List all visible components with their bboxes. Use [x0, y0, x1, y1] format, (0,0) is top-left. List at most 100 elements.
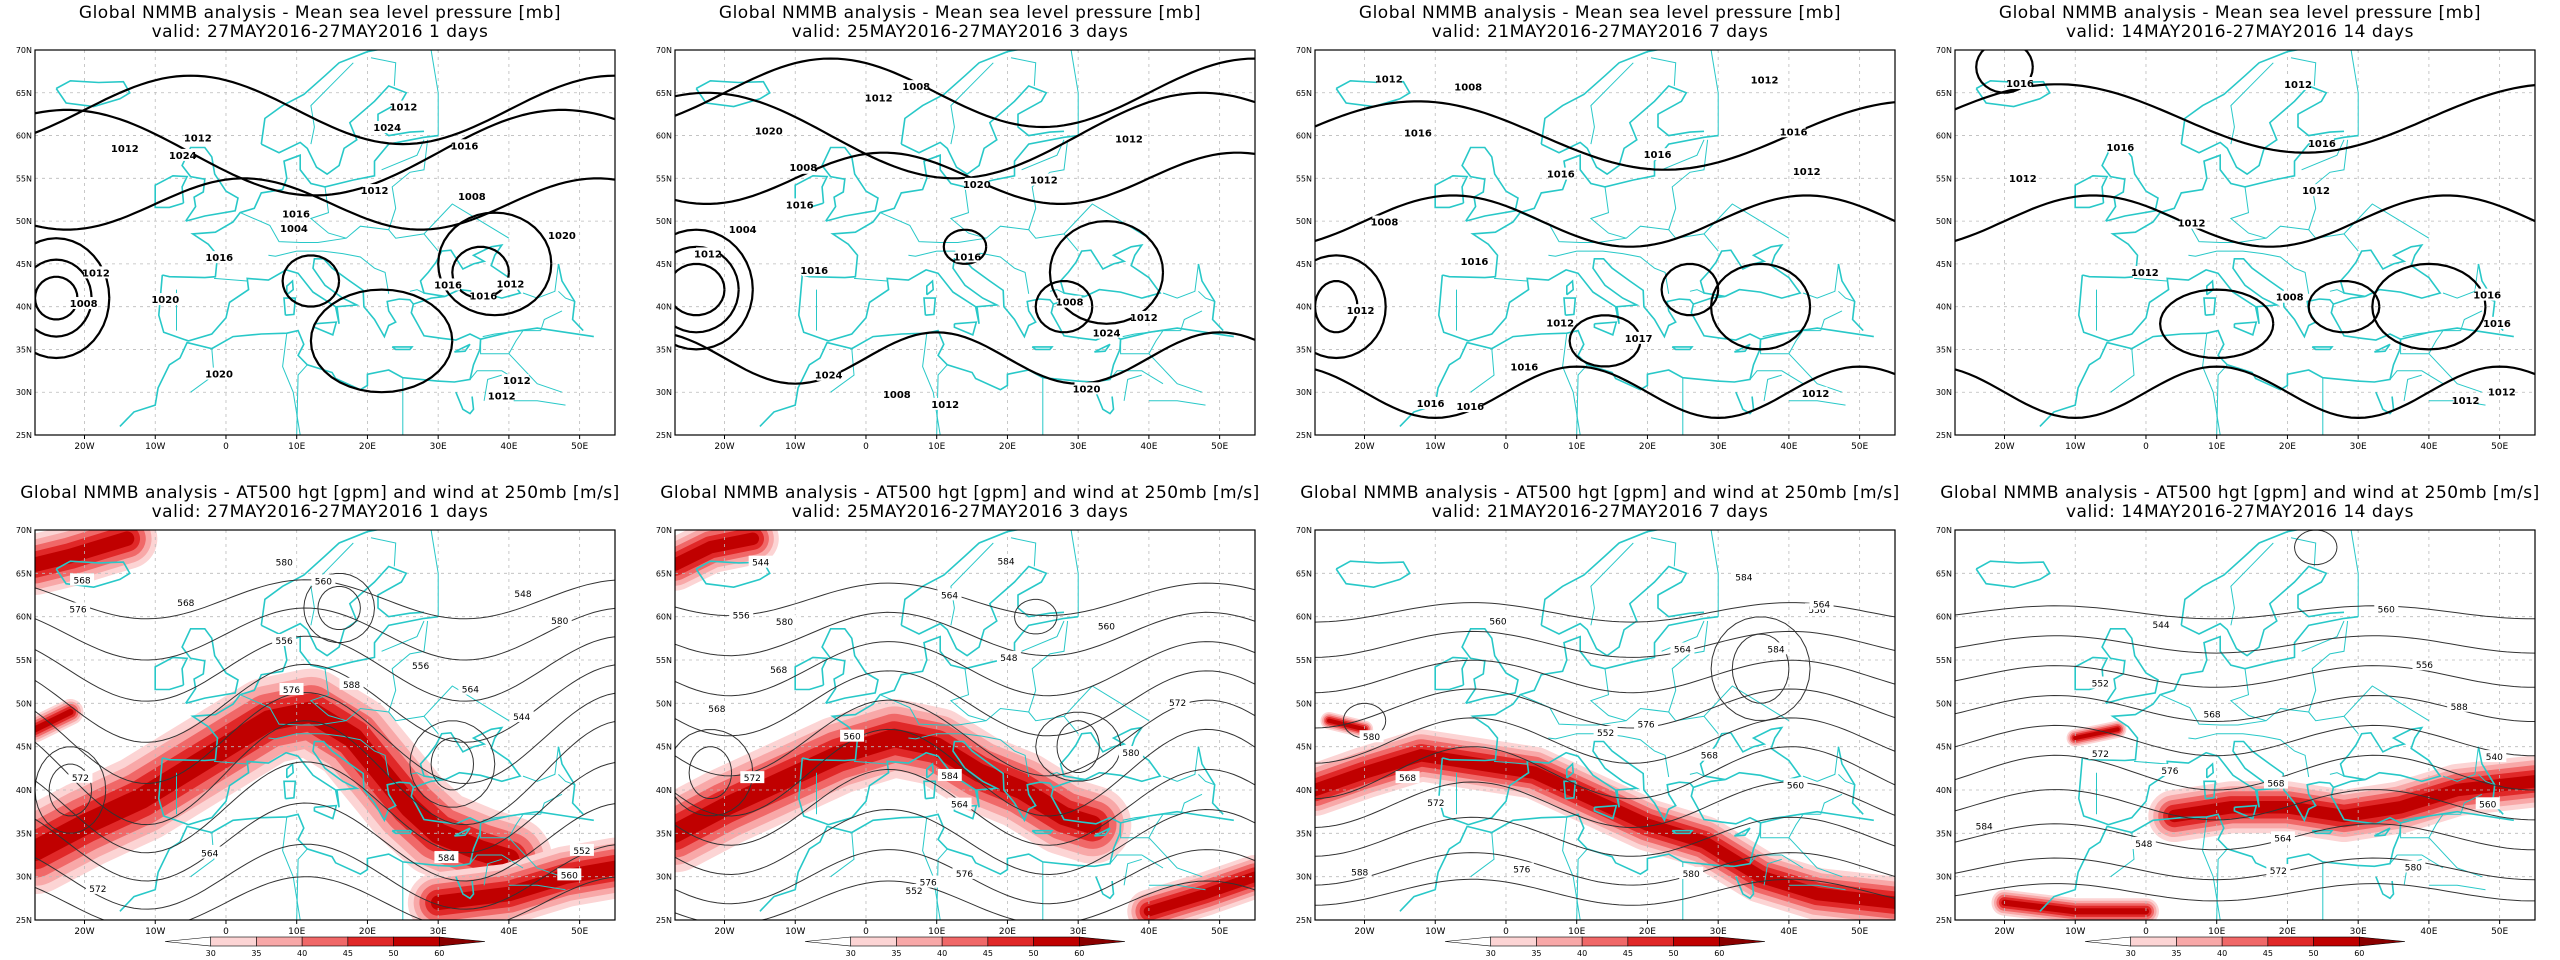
lat-tick-label: 45N: [1296, 743, 1312, 752]
contour-label: 1008: [1370, 218, 1398, 229]
lat-tick-label: 30N: [1296, 388, 1312, 397]
contour-label-bg: [1626, 331, 1651, 344]
colorbar-label: 35: [251, 949, 261, 958]
contour-label: 1012: [1115, 134, 1143, 145]
isobar: [35, 177, 615, 231]
height-contour: [675, 728, 1255, 817]
contour-label: 1016: [1644, 150, 1672, 161]
coastline: [2039, 303, 2402, 427]
lon-tick-label: 50E: [571, 927, 588, 937]
border-line: [2350, 50, 2359, 136]
coastline: [2180, 50, 2359, 145]
contour-label-bg: [1376, 72, 1401, 85]
contour-label-bg: [452, 139, 477, 152]
lon-tick-label: 30E: [1070, 927, 1087, 937]
border-line: [879, 203, 1150, 243]
colorbar-segment: [1627, 936, 1674, 947]
height-contour: [35, 843, 615, 910]
panel-title: Global NMMB analysis - AT500 hgt [gpm] a…: [20, 483, 620, 503]
coastline: [2374, 827, 2391, 837]
coastline: [2206, 762, 2215, 779]
isobar: [437, 211, 553, 317]
contour-label-bg: [1118, 746, 1143, 759]
border-line: [1470, 348, 1495, 393]
contour-label: 1012: [865, 94, 893, 105]
border-line: [1123, 374, 1142, 401]
colorbar-segment: [2358, 936, 2406, 947]
border-line: [381, 139, 425, 171]
contour-label: 1008: [902, 82, 930, 93]
colorbar-label: 35: [2171, 949, 2181, 958]
border-line: [1590, 62, 1634, 145]
isobar: [35, 237, 111, 360]
border-line: [1070, 530, 1079, 617]
panel-mslp-7d: Global NMMB analysis - Mean sea level pr…: [1280, 0, 1920, 480]
isobar: [35, 108, 615, 197]
map-content: 552 556 560 564 568 572 576 580 584 564 560 576 568 5…: [1315, 530, 1895, 920]
border-line: [296, 848, 308, 920]
height-contour: [1315, 852, 1895, 886]
contour-label-bg: [557, 868, 582, 881]
lat-tick-label: 25N: [16, 431, 32, 440]
isobar: [1034, 280, 1094, 334]
height-contour: [2293, 530, 2338, 566]
contour-label-bg: [471, 289, 496, 302]
lon-tick-label: 10E: [1568, 927, 1585, 937]
border-line: [2428, 353, 2483, 393]
contour-label-bg: [1731, 570, 1756, 583]
colorbar-label: 30: [2126, 949, 2136, 958]
coastline: [821, 628, 879, 705]
border-line: [370, 57, 397, 86]
contour-label-bg: [510, 586, 535, 599]
colorbar-label: 30: [846, 949, 856, 958]
map-content: 540 544 548 552 556 560 564 568 572 576 580 584 588 5…: [1955, 530, 2535, 920]
lon-tick-label: 20E: [359, 442, 376, 452]
border-line: [310, 62, 354, 145]
contour-label-bg: [964, 177, 989, 190]
lon-tick-label: 50E: [1851, 442, 1868, 452]
border-line: [1689, 289, 1705, 294]
contour-label-bg: [284, 207, 309, 220]
coastline: [480, 810, 594, 824]
lat-tick-label: 35N: [1936, 829, 1952, 838]
contour-label: 556: [276, 637, 293, 647]
contour-label-bg: [947, 797, 972, 810]
contour-label-bg: [802, 264, 827, 277]
contour-label: 580: [1683, 870, 1700, 880]
lon-tick-label: 10W: [2065, 442, 2085, 452]
coastline: [1540, 50, 1719, 145]
border-line: [2229, 668, 2267, 722]
contour-label-bg: [85, 881, 110, 894]
contour-label: 1012: [931, 400, 959, 411]
contour-label: 552: [573, 847, 590, 857]
colorbar-label: 45: [983, 949, 993, 958]
contour-label: 1012: [111, 144, 139, 155]
border-line: [309, 668, 347, 722]
contour-label-bg: [1094, 619, 1119, 632]
colorbar-label: 40: [2217, 949, 2227, 958]
border-line: [949, 186, 987, 239]
border-line: [1710, 50, 1719, 136]
lat-tick-label: 35N: [656, 829, 672, 838]
lat-tick-label: 30N: [656, 388, 672, 397]
border-line: [1668, 139, 1709, 230]
contour-label-bg: [787, 198, 812, 211]
contour-label-bg: [1670, 642, 1695, 655]
contour-label-bg: [2277, 290, 2302, 303]
coastline: [1442, 615, 1719, 762]
coastline: [1197, 746, 1224, 815]
lat-tick-label: 65N: [656, 89, 672, 98]
map-plot: 1020 1020 1024 1024 1020 1016 1016 1016 1012 1008…: [656, 46, 1256, 452]
lat-tick-label: 45N: [16, 260, 32, 269]
map-content: 1016 1016 1016 1016 1016 1012 1016 1012 1008 1016…: [1315, 50, 1895, 435]
contour-label-bg: [704, 701, 729, 714]
border-line: [1180, 310, 1203, 331]
colorbar-label: 45: [1623, 949, 1633, 958]
border-line: [908, 733, 1030, 778]
colorbar-label: 30: [206, 949, 216, 958]
border-line: [2442, 746, 2479, 782]
panel-title: Global NMMB analysis - AT500 hgt [gpm] a…: [660, 483, 1260, 503]
panel-valid: valid: 27MAY2016-27MAY2016 1 days: [151, 22, 489, 42]
height-contour: [675, 699, 1255, 777]
coastline: [1461, 628, 1519, 705]
